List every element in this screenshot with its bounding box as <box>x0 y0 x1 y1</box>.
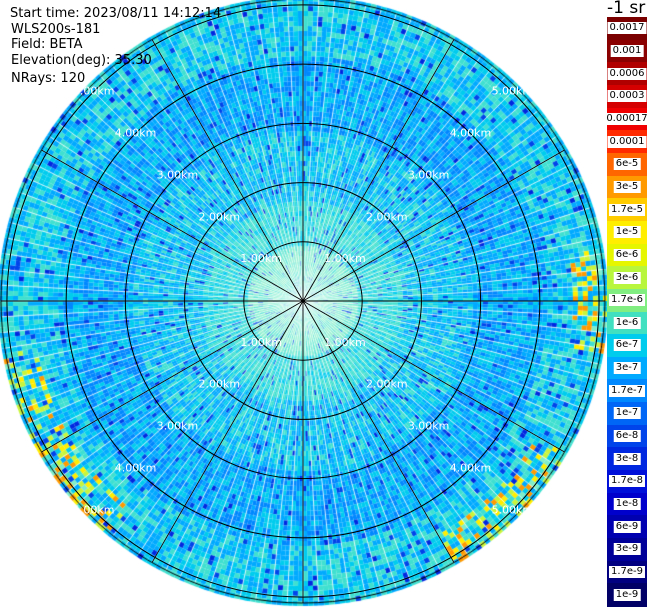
colorbar-label: 1.7e-9 <box>608 566 646 579</box>
colorbar-label: 1.7e-7 <box>608 384 646 397</box>
colorbar-label: 6e-8 <box>613 430 641 443</box>
colorbar-label: 1.7e-6 <box>608 294 646 307</box>
instrument-id-text: WLS200s-181 <box>11 22 101 37</box>
field-text: Field: BETA <box>11 37 83 52</box>
colorbar-label: 1e-9 <box>613 588 641 601</box>
colorbar-label: 0.0017 <box>607 22 647 35</box>
colorbar-label: 3e-8 <box>613 452 641 465</box>
colorbar-label: 0.0001 <box>607 135 647 148</box>
colorbar-label: 0.001 <box>610 44 644 57</box>
start-time-text: Start time: 2023/08/11 14:12:14 <box>10 6 222 21</box>
colorbar-label: 1e-5 <box>613 226 641 239</box>
nrays-text: NRays: 120 <box>11 71 86 86</box>
colorbar-label: 3e-9 <box>613 543 641 556</box>
colorbar-label: 0.0006 <box>607 67 647 80</box>
colorbar-label: 3e-6 <box>613 271 641 284</box>
colorbar-label: 1e-7 <box>613 407 641 420</box>
colorbar: 0.0017 0.001 0.0006 0.0003 0.00017 0.0001 6e-5… <box>604 17 647 607</box>
elevation-text: Elevation(deg): 35.30 <box>11 53 152 68</box>
colorbar-label: 0.00017 <box>604 112 647 125</box>
colorbar-label: 3e-7 <box>613 362 641 375</box>
colorbar-label: 3e-5 <box>613 180 641 193</box>
colorbar-label: 1e-6 <box>613 316 641 329</box>
colorbar-label: 6e-7 <box>613 339 641 352</box>
colorbar-label: 6e-5 <box>613 158 641 171</box>
colorbar-label: 1e-8 <box>613 498 641 511</box>
colorbar-label: 1.7e-5 <box>608 203 646 216</box>
colorbar-label: 0.0003 <box>607 90 647 103</box>
colorbar-label: 1.7e-8 <box>608 475 646 488</box>
colorbar-label: 6e-9 <box>613 520 641 533</box>
colorbar-title: -1 sr <box>607 0 646 18</box>
colorbar-label: 6e-6 <box>613 248 641 261</box>
